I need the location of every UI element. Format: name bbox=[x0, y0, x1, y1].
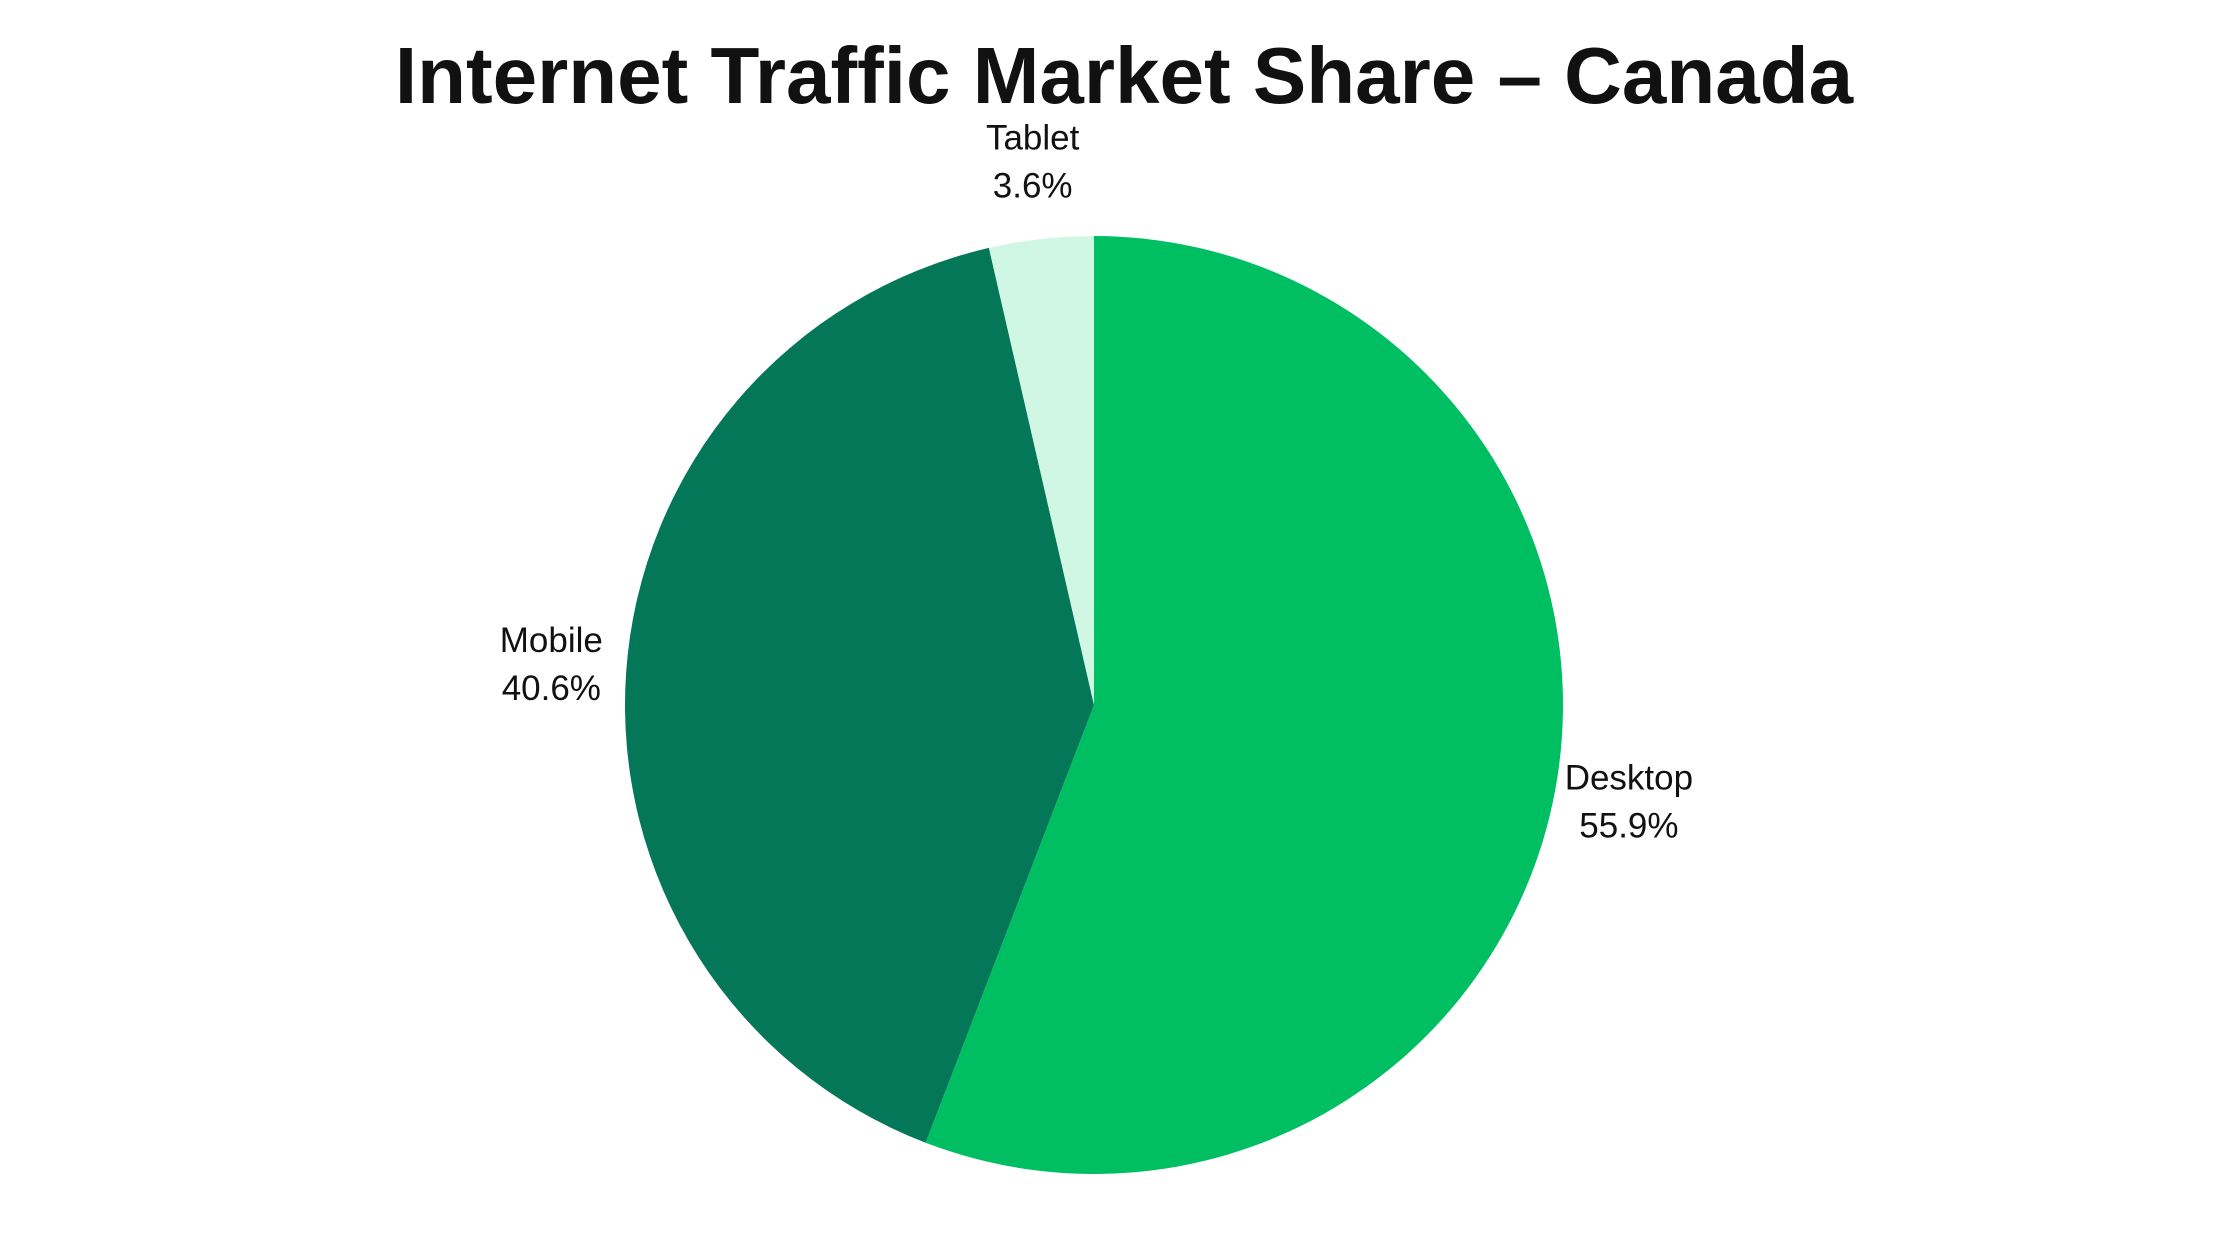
slice-value-label: 3.6% bbox=[993, 167, 1073, 206]
slice-value-label: 40.6% bbox=[502, 669, 601, 708]
pie-slice bbox=[925, 236, 1563, 1175]
chart-title: Internet Traffic Market Share – Canada bbox=[395, 31, 1854, 120]
slice-label: Mobile bbox=[500, 621, 603, 660]
slice-label: Desktop bbox=[1565, 759, 1693, 798]
slice-label: Tablet bbox=[986, 119, 1080, 158]
slice-value-label: 55.9% bbox=[1579, 807, 1678, 846]
pie-slice bbox=[624, 247, 1094, 1143]
pie-slice bbox=[988, 236, 1094, 705]
